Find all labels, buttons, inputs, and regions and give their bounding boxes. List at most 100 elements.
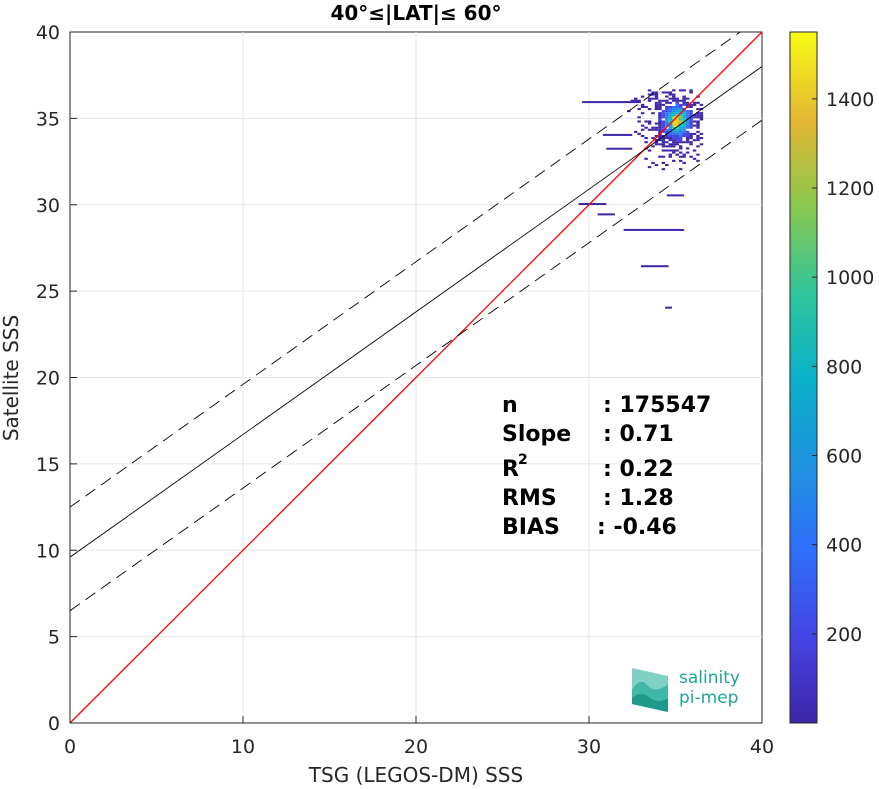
density-cell <box>661 110 666 113</box>
density-cell <box>685 137 690 140</box>
density-cell <box>661 137 666 140</box>
density-cell <box>685 134 690 138</box>
density-cell <box>675 134 679 138</box>
stat-n-label: n <box>502 393 518 418</box>
density-cell <box>654 93 659 96</box>
colorbar-tick-label: 200 <box>826 624 862 646</box>
density-cell <box>668 124 673 127</box>
density-cell <box>689 141 693 144</box>
density-cell <box>689 112 693 115</box>
density-cell <box>696 112 700 115</box>
density-cell <box>661 168 666 171</box>
density-cell <box>675 126 679 129</box>
density-cell <box>661 99 666 102</box>
density-cell <box>668 155 673 158</box>
density-cell <box>672 97 676 100</box>
density-cell <box>651 145 655 148</box>
density-cell <box>675 103 679 106</box>
density-cell <box>672 105 676 109</box>
density-cell <box>651 128 655 131</box>
density-cell <box>661 124 666 127</box>
density-cell <box>678 141 683 144</box>
density-cell <box>678 116 683 119</box>
density-cell <box>689 89 693 92</box>
density-cell <box>658 114 662 117</box>
density-cell <box>668 112 673 115</box>
density-cell <box>672 130 676 133</box>
density-cell <box>665 120 669 123</box>
stat-n-value: : 175547 <box>603 393 711 418</box>
density-cell <box>668 116 673 119</box>
y-tick-label: 0 <box>48 713 60 735</box>
density-cell <box>682 95 686 98</box>
density-cell <box>665 101 669 104</box>
density-cell <box>637 116 641 119</box>
density-cell <box>678 168 683 171</box>
density-cell <box>678 89 683 92</box>
density-cell <box>661 122 666 125</box>
density-cell <box>682 134 686 138</box>
density-cell <box>658 116 662 119</box>
density-cell <box>668 153 673 156</box>
density-cell <box>644 120 648 123</box>
density-cell <box>675 101 679 104</box>
y-tick-label: 15 <box>36 454 60 476</box>
density-cell <box>675 110 679 113</box>
density-cell <box>661 139 666 142</box>
y-tick-label: 40 <box>36 22 60 44</box>
density-cell <box>689 105 693 109</box>
x-axis-label: TSG (LEGOS-DM) SSS <box>308 763 523 787</box>
y-axis-ticks: 0 5 10 15 20 25 30 35 40 <box>36 22 77 735</box>
density-cell <box>640 124 645 127</box>
density-cell <box>665 306 673 309</box>
grid-lines <box>70 32 762 723</box>
density-cell <box>678 108 683 111</box>
y-tick-label: 35 <box>36 108 60 130</box>
density-cell <box>637 120 641 123</box>
density-cell <box>665 110 669 113</box>
density-cell <box>665 122 669 125</box>
density-cell <box>666 194 685 197</box>
density-cell <box>678 118 683 121</box>
density-cell <box>665 149 669 152</box>
density-cell <box>675 141 679 144</box>
density-cell <box>658 118 662 121</box>
density-cell <box>644 105 648 109</box>
density-cell <box>668 120 673 123</box>
density-cell <box>668 93 673 96</box>
density-cell <box>665 137 669 140</box>
density-cell <box>672 139 676 142</box>
x-tick-label: 10 <box>231 736 255 758</box>
density-cell <box>665 112 669 115</box>
density-cell <box>672 114 676 117</box>
density-cell <box>668 108 673 111</box>
x-axis-ticks: 0 10 20 30 40 <box>64 716 774 758</box>
density-cell <box>647 108 652 111</box>
density-cell <box>654 108 659 111</box>
density-cell <box>675 105 679 109</box>
density-cell <box>692 157 697 160</box>
density-cell <box>651 93 655 96</box>
density-cell <box>696 145 700 148</box>
density-cell <box>675 130 679 133</box>
density-cell <box>682 116 686 119</box>
density-cell <box>696 139 700 142</box>
density-cell <box>685 97 690 100</box>
x-tick-label: 20 <box>404 736 428 758</box>
density-cell <box>668 105 673 109</box>
density-cell <box>637 99 641 102</box>
density-cell <box>672 108 676 111</box>
density-cell <box>675 132 679 135</box>
density-cell <box>651 137 655 140</box>
density-cell <box>696 116 700 119</box>
density-cell <box>672 126 676 129</box>
density-cell <box>682 89 686 92</box>
density-cell <box>633 99 638 102</box>
density-cell <box>665 134 669 138</box>
density-cell <box>678 159 683 162</box>
density-cell <box>668 139 673 142</box>
density-cell <box>699 143 704 146</box>
density-cell <box>696 137 700 140</box>
density-cell <box>658 112 662 115</box>
density-cell <box>665 95 669 98</box>
